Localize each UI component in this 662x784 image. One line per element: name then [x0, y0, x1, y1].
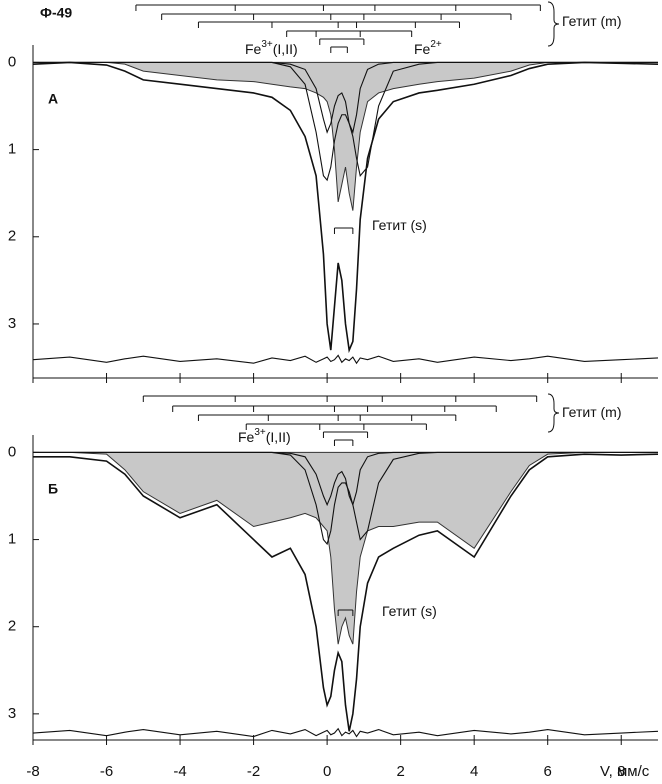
y-tick-label: 0 [8, 53, 16, 70]
line [32, 354, 659, 365]
annotation-sup: 3+ [254, 427, 266, 438]
annotation-text: Fe [245, 41, 262, 57]
annotation: Гетит (m) [562, 13, 622, 29]
annotation: Гетит (m) [562, 404, 622, 420]
y-tick-label: 1 [8, 141, 16, 158]
y-tick-label: 3 [8, 705, 16, 722]
annotation-text: Гетит (m) [562, 404, 622, 420]
y-tick-label: 1 [8, 531, 16, 548]
annotation-text: Гетит (s) [372, 217, 427, 233]
x-tick-label: -6 [100, 763, 113, 780]
y-tick-label: 0 [8, 443, 16, 460]
annotation-sup: 3+ [261, 39, 273, 50]
brace [547, 393, 560, 433]
annotation-tail: (I,II) [266, 429, 291, 445]
area [33, 61, 658, 211]
annotation: Гетит (s) [372, 217, 427, 233]
x-tick-label: 8 [617, 763, 625, 780]
area [33, 451, 658, 645]
x-tick-label: -4 [173, 763, 186, 780]
x-tick-label: -2 [247, 763, 260, 780]
annotation-text: Гетит (m) [562, 13, 622, 29]
panel-label: Б [48, 481, 58, 497]
x-tick-label: 2 [396, 763, 404, 780]
annotation-sup: 2+ [430, 39, 442, 50]
annotation: Fe3+(I,II) [238, 427, 291, 445]
y-tick-label: 2 [8, 618, 16, 635]
panel-label: А [48, 91, 58, 107]
y-tick-label: 3 [8, 315, 16, 332]
x-tick-label: 0 [323, 763, 331, 780]
annotation-text: Гетит (s) [382, 603, 437, 619]
line [32, 61, 659, 354]
annotation: Fe3+(I,II) [245, 39, 298, 57]
line [33, 61, 658, 135]
x-tick-label: 6 [544, 763, 552, 780]
annotation-text: Fe [238, 429, 255, 445]
annotation-text: Fe [414, 41, 431, 57]
line [33, 453, 659, 732]
annotation: Гетит (s) [382, 603, 437, 619]
annotation: Fe2+ [414, 39, 442, 57]
x-tick-label: -8 [26, 763, 39, 780]
annotation-tail: (I,II) [273, 41, 298, 57]
x-axis-label: V, мм/с [600, 763, 650, 780]
x-tick-label: 4 [470, 763, 478, 780]
line [32, 727, 659, 738]
y-tick-label: 2 [8, 228, 16, 245]
chart-title: Ф-49 [40, 5, 72, 21]
line [33, 451, 658, 507]
brace [547, 1, 560, 47]
